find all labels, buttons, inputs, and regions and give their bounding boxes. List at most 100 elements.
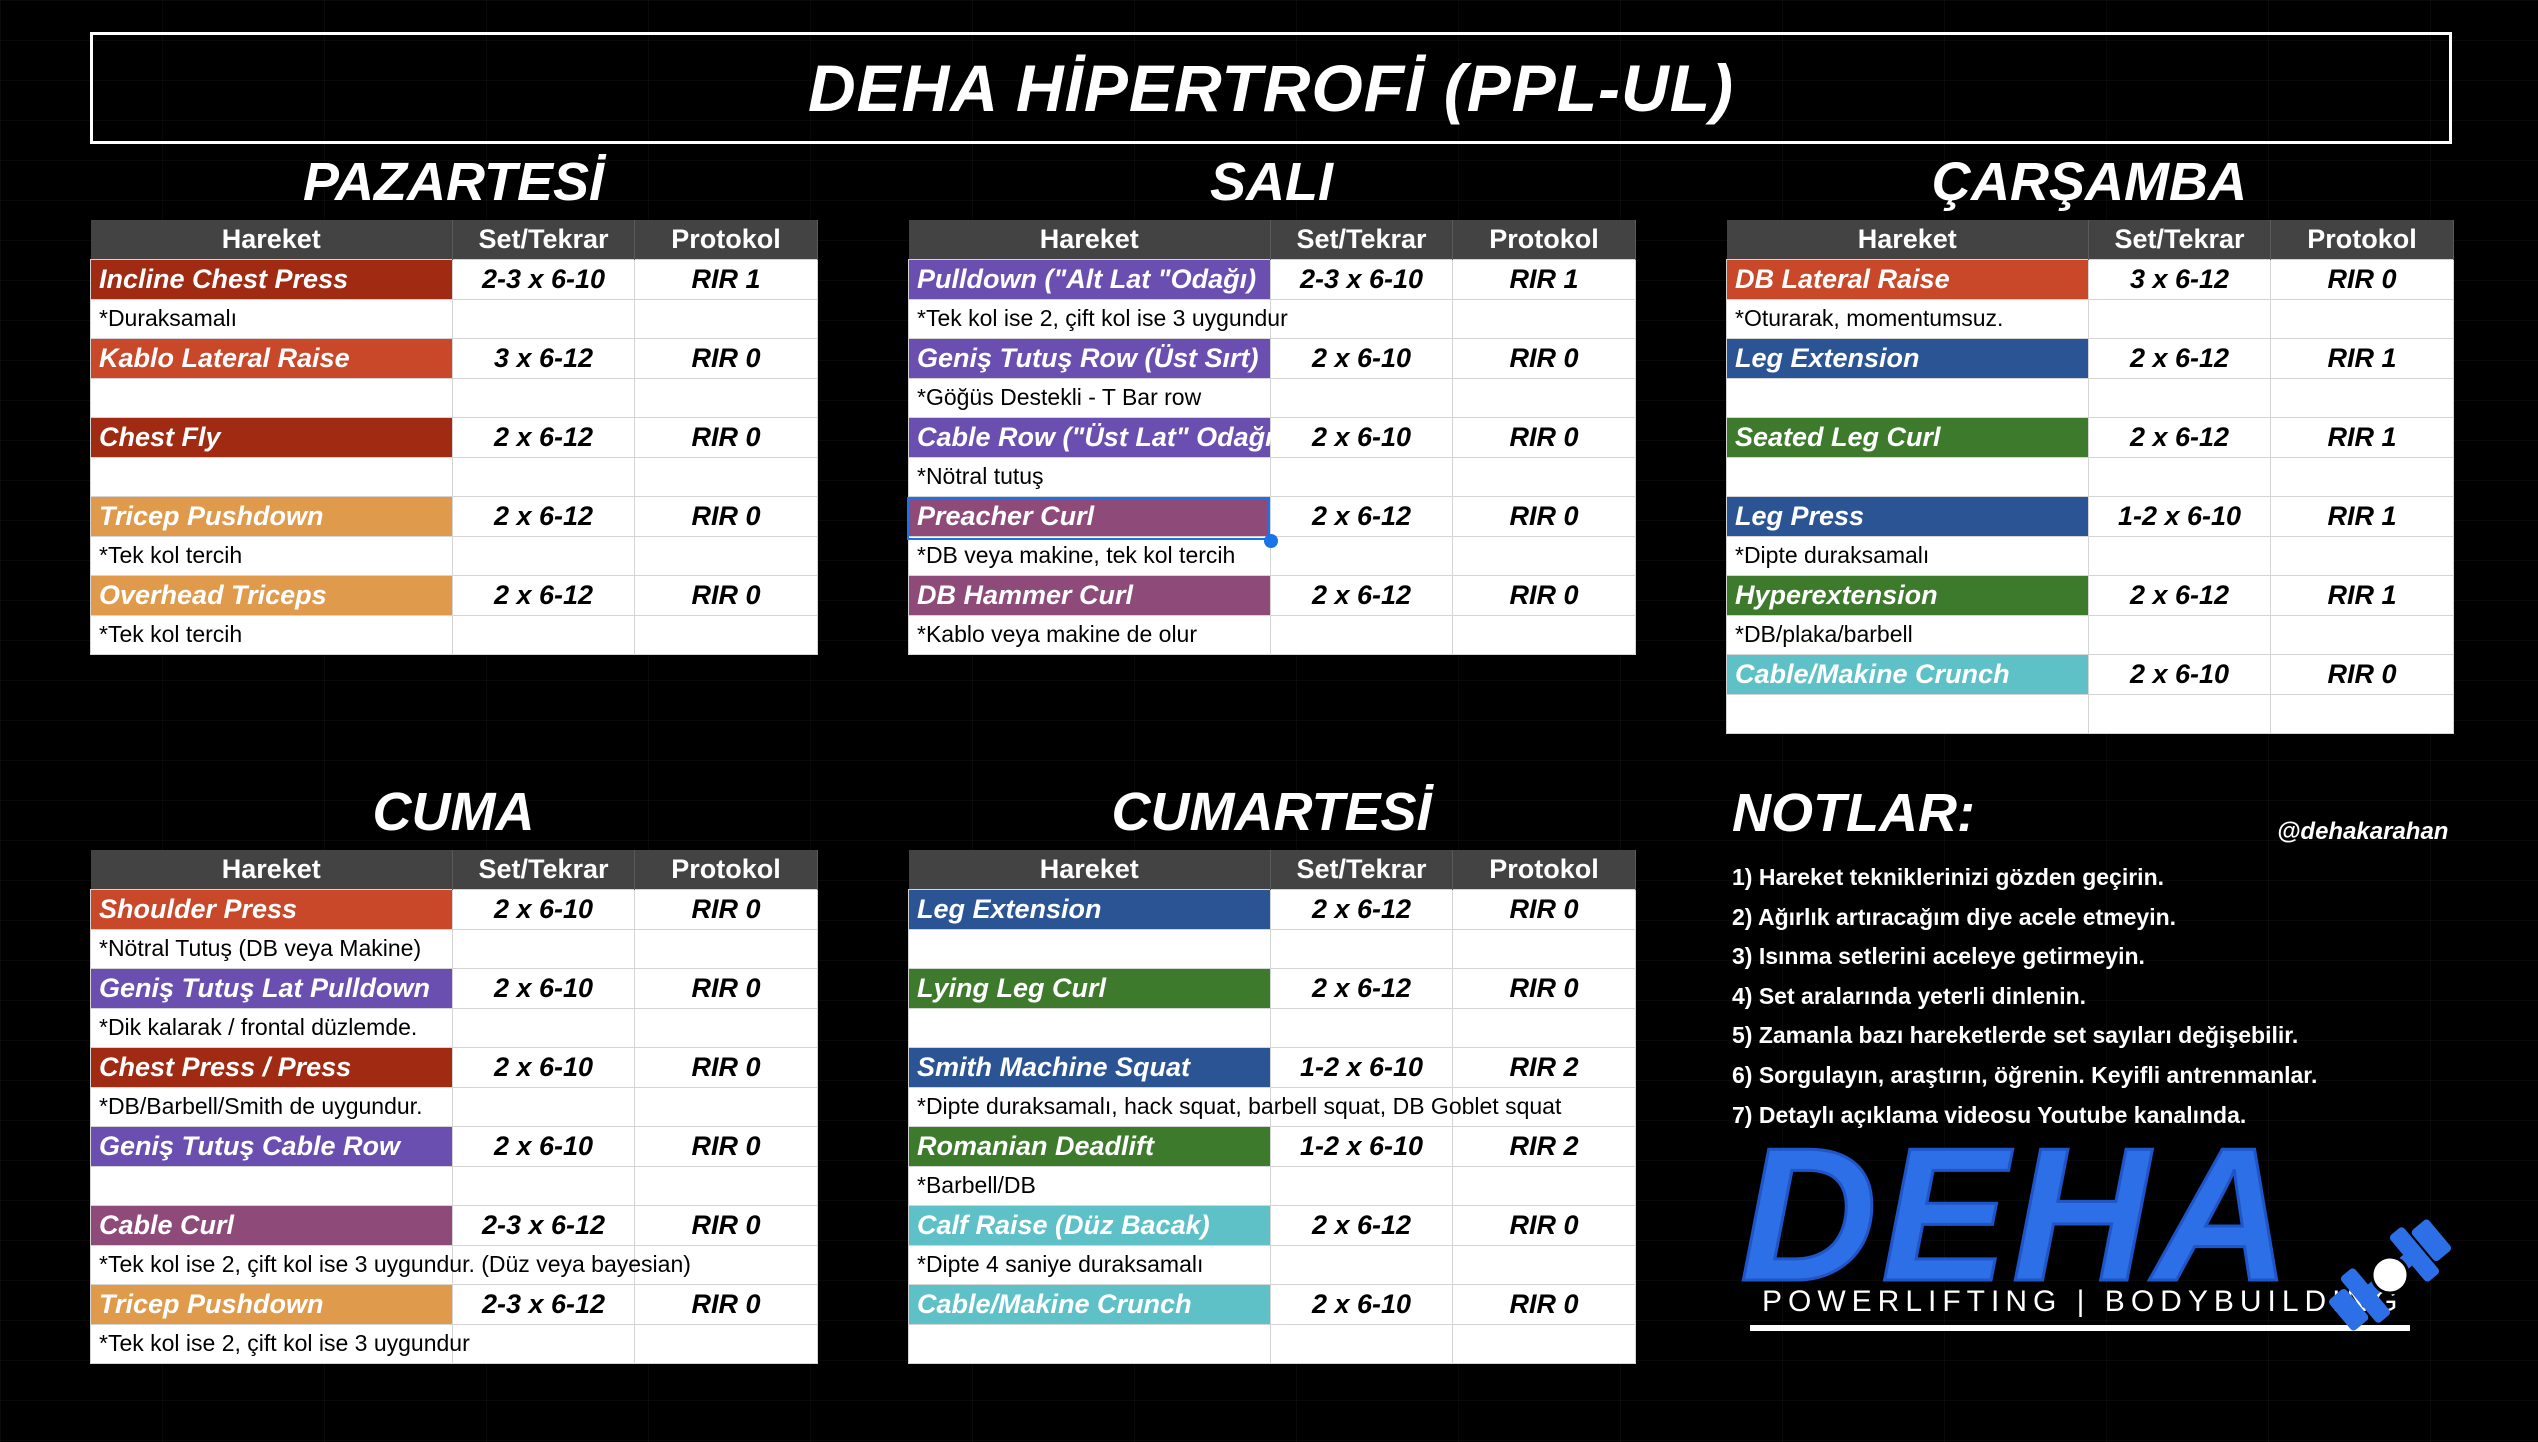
exercise-name[interactable]: Hyperextension xyxy=(1726,575,2089,616)
exercise-note[interactable] xyxy=(90,377,453,418)
set-rep-value[interactable]: 2 x 6-12 xyxy=(1270,968,1453,1009)
exercise-note[interactable] xyxy=(908,928,1271,969)
protocol-value[interactable]: RIR 0 xyxy=(634,417,818,458)
empty-cell[interactable] xyxy=(1270,928,1453,969)
exercise-note[interactable] xyxy=(90,456,453,497)
set-rep-value[interactable]: 2 x 6-12 xyxy=(2088,338,2271,379)
set-rep-value[interactable]: 1-2 x 6-10 xyxy=(1270,1126,1453,1167)
exercise-note[interactable]: *Tek kol ise 2, çift kol ise 3 uygundur xyxy=(908,298,1288,339)
set-rep-value[interactable]: 3 x 6-12 xyxy=(2088,259,2271,300)
protocol-value[interactable]: RIR 0 xyxy=(2270,654,2454,695)
exercise-note[interactable]: *Oturarak, momentumsuz. xyxy=(1726,298,2089,339)
empty-cell[interactable] xyxy=(2270,693,2454,734)
protocol-value[interactable]: RIR 0 xyxy=(1452,1284,1636,1325)
exercise-note[interactable] xyxy=(1726,456,2089,497)
protocol-value[interactable]: RIR 0 xyxy=(1452,496,1636,537)
empty-cell[interactable] xyxy=(634,928,818,969)
exercise-note[interactable]: *DB/Barbell/Smith de uygundur. xyxy=(90,1086,453,1127)
exercise-note[interactable]: *Tek kol ise 2, çift kol ise 3 uygundur xyxy=(90,1323,470,1364)
set-rep-value[interactable]: 2 x 6-12 xyxy=(2088,575,2271,616)
protocol-value[interactable]: RIR 1 xyxy=(634,259,818,300)
exercise-note[interactable]: *Tek kol tercih xyxy=(90,614,453,655)
empty-cell[interactable] xyxy=(452,1244,635,1285)
set-rep-value[interactable]: 3 x 6-12 xyxy=(452,338,635,379)
empty-cell[interactable] xyxy=(1452,1007,1636,1048)
empty-cell[interactable] xyxy=(452,1086,635,1127)
empty-cell[interactable] xyxy=(634,1007,818,1048)
empty-cell[interactable] xyxy=(634,535,818,576)
empty-cell[interactable] xyxy=(452,298,635,339)
empty-cell[interactable] xyxy=(2088,456,2271,497)
exercise-name[interactable]: DB Lateral Raise xyxy=(1726,259,2089,300)
set-rep-value[interactable]: 2 x 6-12 xyxy=(1270,1205,1453,1246)
exercise-note[interactable] xyxy=(1726,693,2089,734)
empty-cell[interactable] xyxy=(1270,1007,1453,1048)
protocol-value[interactable]: RIR 0 xyxy=(1452,575,1636,616)
empty-cell[interactable] xyxy=(1452,377,1636,418)
protocol-value[interactable]: RIR 0 xyxy=(634,968,818,1009)
exercise-note[interactable] xyxy=(908,1007,1271,1048)
exercise-note[interactable]: *Tek kol ise 2, çift kol ise 3 uygundur.… xyxy=(90,1244,691,1285)
exercise-note[interactable]: *Kablo veya makine de olur xyxy=(908,614,1271,655)
exercise-note[interactable]: *Dipte duraksamalı, hack squat, barbell … xyxy=(908,1086,1561,1127)
exercise-note[interactable]: *Nötral tutuş xyxy=(908,456,1271,497)
exercise-name[interactable]: Calf Raise (Düz Bacak) xyxy=(908,1205,1271,1246)
set-rep-value[interactable]: 2 x 6-10 xyxy=(1270,1284,1453,1325)
exercise-note[interactable]: *DB/plaka/barbell xyxy=(1726,614,2089,655)
empty-cell[interactable] xyxy=(452,456,635,497)
set-rep-value[interactable]: 2-3 x 6-12 xyxy=(452,1284,635,1325)
protocol-value[interactable]: RIR 0 xyxy=(1452,889,1636,930)
set-rep-value[interactable]: 2-3 x 6-10 xyxy=(452,259,635,300)
set-rep-value[interactable]: 2 x 6-10 xyxy=(1270,417,1453,458)
empty-cell[interactable] xyxy=(1270,456,1453,497)
empty-cell[interactable] xyxy=(2088,298,2271,339)
protocol-value[interactable]: RIR 0 xyxy=(634,338,818,379)
empty-cell[interactable] xyxy=(634,614,818,655)
protocol-value[interactable]: RIR 2 xyxy=(1452,1047,1636,1088)
exercise-name[interactable]: Leg Extension xyxy=(1726,338,2089,379)
empty-cell[interactable] xyxy=(2270,298,2454,339)
exercise-note[interactable]: *Dik kalarak / frontal düzlemde. xyxy=(90,1007,453,1048)
empty-cell[interactable] xyxy=(1270,535,1453,576)
protocol-value[interactable]: RIR 0 xyxy=(634,889,818,930)
exercise-name[interactable]: Cable Row ("Üst Lat" Odağı) xyxy=(908,417,1282,458)
exercise-name[interactable]: Preacher Curl xyxy=(908,496,1271,537)
protocol-value[interactable]: RIR 0 xyxy=(634,1205,818,1246)
protocol-value[interactable]: RIR 0 xyxy=(1452,338,1636,379)
exercise-name[interactable]: Geniş Tutuş Lat Pulldown xyxy=(90,968,453,1009)
empty-cell[interactable] xyxy=(452,614,635,655)
exercise-name[interactable]: Cable/Makine Crunch xyxy=(908,1284,1271,1325)
exercise-note[interactable]: *Duraksamalı xyxy=(90,298,453,339)
empty-cell[interactable] xyxy=(1270,1165,1453,1206)
exercise-name[interactable]: Romanian Deadlift xyxy=(908,1126,1271,1167)
empty-cell[interactable] xyxy=(1270,377,1453,418)
exercise-note[interactable]: *Barbell/DB xyxy=(908,1165,1271,1206)
protocol-value[interactable]: RIR 0 xyxy=(634,575,818,616)
set-rep-value[interactable]: 2 x 6-12 xyxy=(1270,496,1453,537)
empty-cell[interactable] xyxy=(634,377,818,418)
empty-cell[interactable] xyxy=(452,377,635,418)
protocol-value[interactable]: RIR 0 xyxy=(634,496,818,537)
empty-cell[interactable] xyxy=(1452,928,1636,969)
set-rep-value[interactable]: 2 x 6-12 xyxy=(1270,575,1453,616)
exercise-name[interactable]: Leg Extension xyxy=(908,889,1271,930)
exercise-name[interactable]: Cable Curl xyxy=(90,1205,453,1246)
empty-cell[interactable] xyxy=(1452,298,1636,339)
set-rep-value[interactable]: 2 x 6-10 xyxy=(452,968,635,1009)
empty-cell[interactable] xyxy=(1270,1244,1453,1285)
exercise-note[interactable] xyxy=(908,1323,1271,1364)
protocol-value[interactable]: RIR 0 xyxy=(1452,968,1636,1009)
protocol-value[interactable]: RIR 2 xyxy=(1452,1126,1636,1167)
empty-cell[interactable] xyxy=(1452,1165,1636,1206)
set-rep-value[interactable]: 2 x 6-12 xyxy=(2088,417,2271,458)
empty-cell[interactable] xyxy=(452,928,635,969)
set-rep-value[interactable]: 2 x 6-10 xyxy=(2088,654,2271,695)
empty-cell[interactable] xyxy=(2270,535,2454,576)
set-rep-value[interactable]: 2 x 6-12 xyxy=(452,417,635,458)
exercise-name[interactable]: Geniş Tutuş Cable Row xyxy=(90,1126,453,1167)
protocol-value[interactable]: RIR 1 xyxy=(2270,575,2454,616)
empty-cell[interactable] xyxy=(2088,693,2271,734)
set-rep-value[interactable]: 1-2 x 6-10 xyxy=(2088,496,2271,537)
empty-cell[interactable] xyxy=(2088,377,2271,418)
protocol-value[interactable]: RIR 1 xyxy=(1452,259,1636,300)
